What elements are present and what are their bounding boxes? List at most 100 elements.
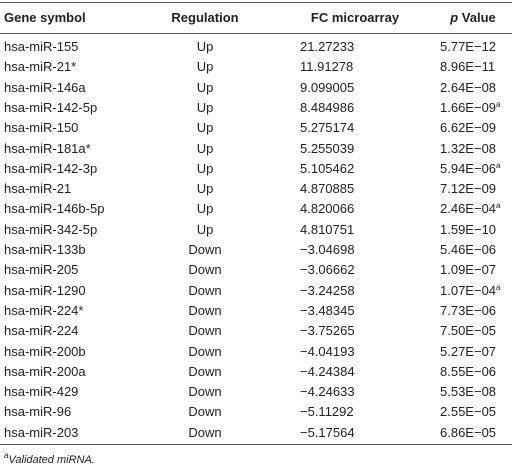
p-value: 8.96E−11 [440,59,496,75]
gene-cell: hsa-miR-146b-5p [4,201,105,217]
p-value: 5.94E−06 [440,160,497,176]
regulation-cell: Down [188,242,222,257]
p-cell: 7.12E−09 [440,181,496,197]
fc-cell: −3.24258 [300,282,355,298]
p-value: 2.46E−04 [440,201,497,217]
p-cell: 2.55E−05 [440,404,496,420]
p-value: 1.09E−07 [440,262,497,278]
header-rule [0,33,512,34]
gene-cell: hsa-miR-200a [4,363,86,379]
p-cell: 5.46E−06 [440,242,496,258]
note-mark: a [496,282,501,292]
p-cell: 5.53E−08 [440,384,496,400]
gene-cell: hsa-miR-203 [4,424,79,440]
regulation-cell: Down [188,282,222,298]
regulation-cell: Up [196,140,214,156]
gene-cell: hsa-miR-150 [4,120,79,136]
fc-cell: −3.48345 [300,302,355,318]
top-rule [0,2,512,3]
fc-cell: −5.17564 [300,424,355,440]
regulation-cell: Down [188,363,222,379]
p-value: 5.53E−08 [440,384,497,400]
p-cell: 5.94E−06a [440,161,500,177]
header-cell: FC microarray [310,10,400,25]
p-value: 1.32E−08 [440,140,497,156]
p-cell: 1.32E−08 [440,141,496,157]
p-value: 6.86E−05 [440,424,497,440]
gene-cell: hsa-miR-224 [4,323,79,339]
regulation-cell: Down [188,404,222,420]
regulation-cell: Up [196,221,214,237]
p-value: 1.07E−04 [440,282,497,298]
p-cell: 8.96E−11 [440,59,495,75]
fc-cell: 11.91278 [300,59,354,75]
gene-cell: hsa-miR-96 [4,404,72,420]
header-cell: Gene symbol [4,10,86,25]
regulation-cell: Up [196,160,214,176]
fc-cell: 5.275174 [300,120,355,136]
p-cell: 8.55E−06 [440,364,496,380]
gene-cell: hsa-miR-429 [4,384,79,400]
header-cell: Regulation [171,10,239,25]
p-value: 5.27E−07 [440,343,497,359]
fc-cell: 5.105462 [300,160,355,176]
fc-cell: −4.04193 [300,343,355,359]
gene-cell: hsa-miR-1290 [4,282,86,298]
p-symbol: p [450,10,459,25]
gene-cell: hsa-miR-181a* [4,140,91,156]
header-cell: p Value [450,10,496,26]
footnote-mark: a [4,451,9,460]
gene-cell: hsa-miR-200b [4,343,86,359]
p-value: 1.66E−09 [440,99,497,115]
fc-cell: 8.484986 [300,99,355,115]
p-cell: 7.73E−06 [440,303,496,319]
p-cell: 1.07E−04a [440,283,500,299]
regulation-cell: Up [196,79,214,95]
regulation-cell: Down [188,343,222,359]
fc-cell: −3.04698 [300,242,355,257]
p-cell: 1.09E−07 [440,262,496,278]
fc-cell: −5.11292 [300,404,354,420]
p-cell: 2.64E−08 [440,80,496,96]
p-value: 2.55E−05 [440,404,497,420]
p-label: Value [461,10,496,25]
gene-cell: hsa-miR-142-3p [4,160,98,176]
p-value: 7.73E−06 [440,302,497,318]
p-cell: 6.62E−09 [440,120,496,136]
gene-cell: hsa-miR-342-5p [4,221,98,237]
bottom-rule [0,444,512,445]
p-value: 5.46E−06 [440,242,497,257]
regulation-cell: Up [196,120,214,136]
p-cell: 1.66E−09a [440,100,500,116]
regulation-cell: Down [188,262,222,278]
footnote: aValidated miRNA. [4,451,95,467]
gene-cell: hsa-miR-205 [4,262,79,278]
fc-cell: −3.06662 [300,262,355,278]
regulation-cell: Down [188,323,222,339]
gene-cell: hsa-miR-146a [4,79,86,95]
fc-cell: 4.870885 [300,181,355,197]
gene-cell: hsa-miR-21 [4,181,72,197]
p-cell: 5.27E−07 [440,344,496,360]
regulation-cell: Up [196,39,214,54]
fc-cell: 4.820066 [300,201,355,217]
regulation-cell: Down [188,302,222,318]
gene-cell: hsa-miR-133b [4,242,86,257]
p-cell: 2.46E−04a [440,201,500,217]
fc-cell: −3.75265 [300,323,355,339]
regulation-cell: Up [196,201,214,217]
p-value: 7.12E−09 [440,181,497,197]
p-cell: 5.77E−12 [440,39,496,55]
fc-cell: 9.099005 [300,79,355,95]
footnote-text: Validated miRNA. [8,454,95,466]
p-cell: 1.59E−10 [440,222,496,238]
p-value: 1.59E−10 [440,221,497,237]
gene-cell: hsa-miR-155 [4,39,79,54]
gene-cell: hsa-miR-142-5p [4,99,98,115]
regulation-cell: Up [196,99,214,115]
p-value: 5.77E−12 [440,39,497,54]
regulation-cell: Up [196,59,214,75]
note-mark: a [496,201,501,211]
regulation-cell: Down [188,384,222,400]
